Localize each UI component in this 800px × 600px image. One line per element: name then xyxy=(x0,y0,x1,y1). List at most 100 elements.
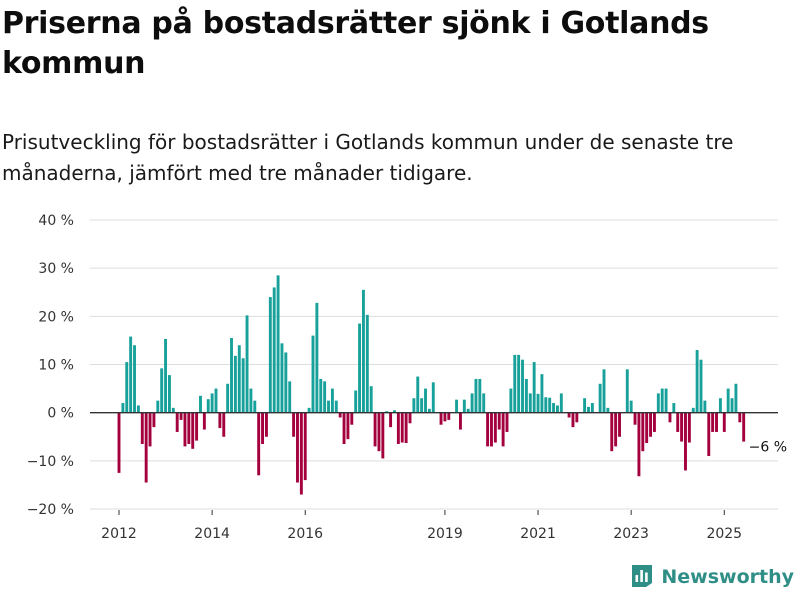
newsworthy-logo-icon xyxy=(629,562,655,592)
bar xyxy=(606,407,610,413)
bar xyxy=(393,410,396,413)
bar xyxy=(699,359,703,413)
y-tick-label: −10 % xyxy=(27,454,74,470)
bar xyxy=(404,412,408,444)
bar xyxy=(664,388,668,413)
bar xyxy=(195,412,199,441)
bar xyxy=(567,412,571,418)
newsworthy-brand[interactable]: Newsworthy xyxy=(629,562,794,592)
bar xyxy=(493,412,497,443)
bar xyxy=(156,400,160,413)
bar xyxy=(288,381,292,413)
bar xyxy=(540,374,544,413)
bar xyxy=(365,314,369,413)
brand-name: Newsworthy xyxy=(661,566,794,588)
bar xyxy=(676,412,680,432)
y-tick-label: 10 % xyxy=(38,358,74,374)
bar xyxy=(420,398,424,413)
bar xyxy=(497,412,501,430)
bar xyxy=(486,412,490,447)
bars xyxy=(117,275,746,495)
bar xyxy=(718,398,722,413)
annotations: −6 % xyxy=(749,440,787,456)
bar xyxy=(249,388,253,413)
bar xyxy=(183,412,187,447)
x-tick-label: 2016 xyxy=(287,526,323,542)
bar xyxy=(299,412,303,495)
bar xyxy=(330,388,334,413)
bar xyxy=(416,376,420,413)
x-tick-label: 2023 xyxy=(613,526,649,542)
bar xyxy=(292,412,296,437)
bar xyxy=(610,412,614,452)
bar xyxy=(206,399,210,413)
bar xyxy=(641,412,645,452)
bar xyxy=(458,412,462,430)
bar xyxy=(199,395,202,413)
bar xyxy=(125,362,129,413)
bar xyxy=(711,412,715,432)
chart-subtitle: Prisutveckling för bostadsrätter i Gotla… xyxy=(2,130,734,185)
bar xyxy=(571,412,575,428)
y-tick-label: 30 % xyxy=(38,261,74,277)
bar xyxy=(136,405,140,413)
bar xyxy=(361,289,365,413)
chart-title: Priserna på bostadsrätter sjönk i Gotlan… xyxy=(2,6,709,81)
bar xyxy=(649,412,653,437)
bar xyxy=(284,352,288,413)
bar xyxy=(171,407,175,413)
bar xyxy=(160,368,164,413)
bar xyxy=(443,412,447,422)
bar xyxy=(548,397,552,413)
bar xyxy=(703,400,707,413)
bar xyxy=(179,412,183,420)
bar xyxy=(691,407,695,413)
x-tick-label: 2021 xyxy=(520,526,556,542)
bar xyxy=(532,362,536,413)
bar xyxy=(202,412,206,430)
bar xyxy=(408,412,412,424)
bar xyxy=(396,412,400,444)
bar xyxy=(346,412,350,440)
bar xyxy=(133,345,136,413)
bar xyxy=(524,378,528,413)
bar xyxy=(439,412,443,425)
bar xyxy=(303,412,307,481)
bar xyxy=(517,354,521,413)
bar xyxy=(707,412,711,457)
bar xyxy=(167,375,171,413)
bar xyxy=(633,412,637,425)
bar xyxy=(482,393,486,413)
bar xyxy=(738,412,742,423)
bar xyxy=(276,275,280,413)
bar xyxy=(377,412,381,452)
bar xyxy=(369,386,373,413)
bar xyxy=(280,343,284,413)
bar xyxy=(315,302,319,413)
y-tick-label: 0 % xyxy=(47,406,74,422)
bar xyxy=(264,412,268,437)
y-tick-label: 40 % xyxy=(38,213,74,229)
bar xyxy=(660,388,664,413)
bar xyxy=(478,378,482,413)
bar xyxy=(528,393,532,413)
bar xyxy=(257,412,261,476)
bar xyxy=(513,354,517,413)
bar xyxy=(424,388,427,413)
bar xyxy=(400,412,404,443)
bar xyxy=(241,358,245,413)
bar xyxy=(412,398,416,413)
bar xyxy=(218,412,222,429)
bar xyxy=(598,383,602,413)
bar xyxy=(261,412,265,444)
bar xyxy=(175,412,179,432)
bar xyxy=(652,412,656,432)
grid-lines xyxy=(90,219,778,510)
bar xyxy=(687,412,691,443)
bar xyxy=(625,369,629,413)
y-tick-label: 20 % xyxy=(38,309,74,325)
bar xyxy=(268,297,272,413)
bar xyxy=(272,287,276,413)
bar xyxy=(552,403,556,413)
